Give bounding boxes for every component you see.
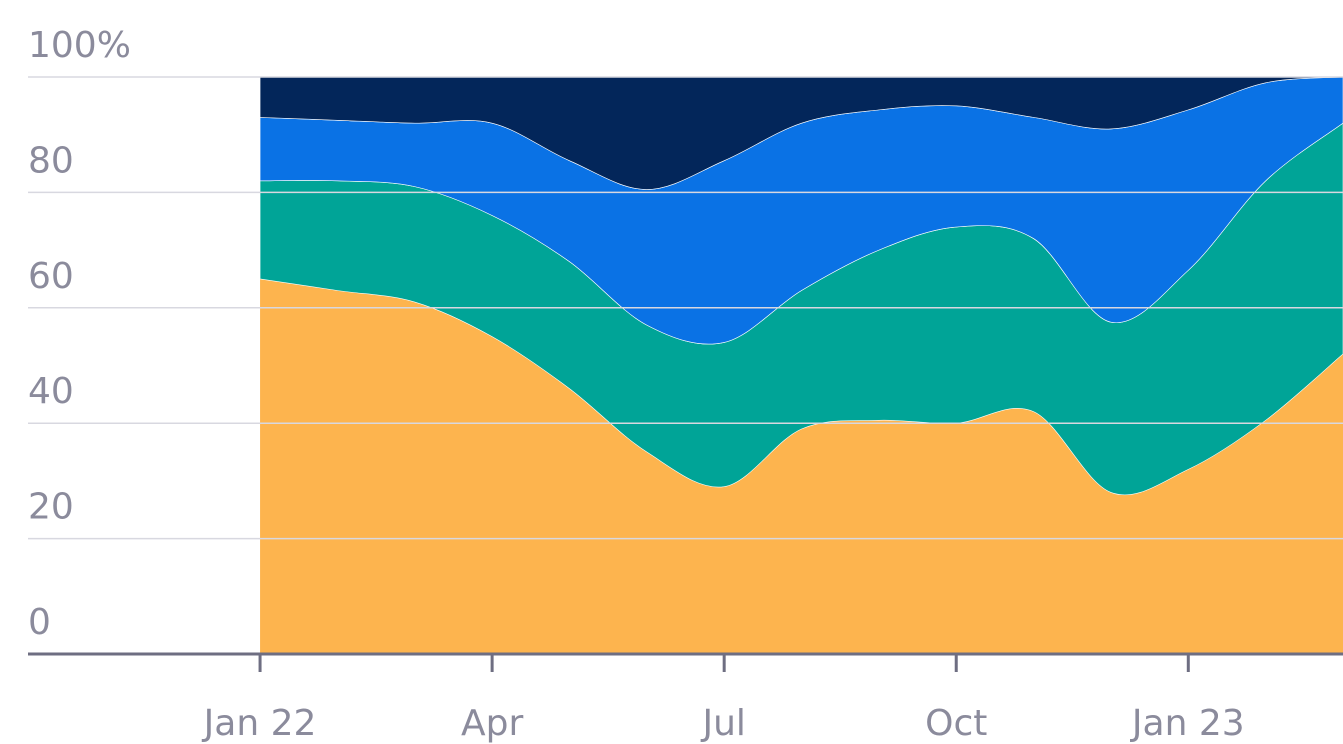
y-tick-label: 20: [28, 487, 74, 528]
x-tick-label: Apr: [461, 703, 523, 744]
x-tick-label: Oct: [925, 703, 987, 744]
x-tick-label: Jan 23: [1130, 703, 1245, 744]
x-tick-label: Jan 22: [202, 703, 317, 744]
x-tick-label: Jul: [700, 703, 745, 744]
y-tick-label: 100%: [28, 25, 131, 66]
area: [260, 278, 1343, 654]
y-tick-label: 0: [28, 602, 51, 643]
y-tick-label: 40: [28, 371, 74, 412]
y-tick-label: 60: [28, 256, 74, 297]
y-tick-label: 80: [28, 140, 74, 181]
